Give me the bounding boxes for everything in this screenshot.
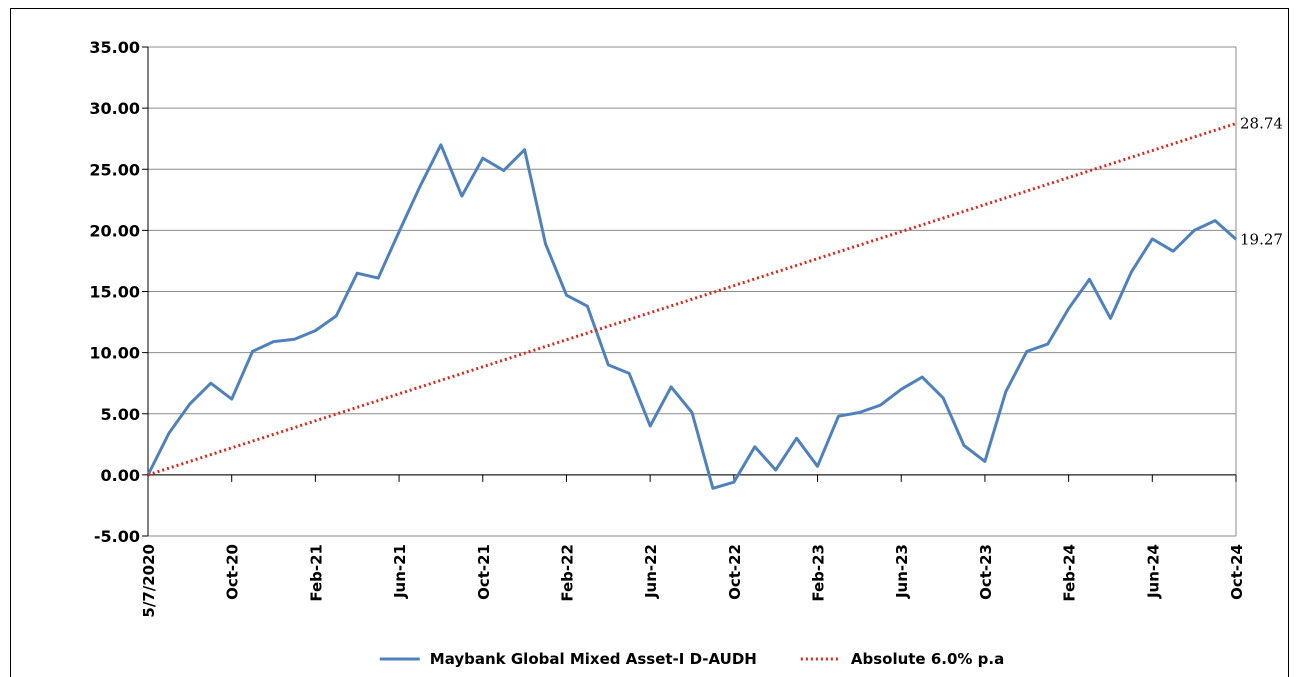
x-tick-label: Jun-24 <box>1144 544 1162 599</box>
x-tick-label: Jun-22 <box>642 544 660 599</box>
y-tick-label: 10.00 <box>89 344 140 363</box>
series-lines <box>146 122 1238 490</box>
x-tick-label: Jun-23 <box>893 544 911 599</box>
gridlines <box>148 46 1236 537</box>
x-tick-label: Oct-22 <box>726 544 744 600</box>
end-value-label: 19.27 <box>1240 230 1283 248</box>
y-tick-label: 25.00 <box>89 160 140 179</box>
y-tick-label: 35.00 <box>89 38 140 57</box>
axes <box>142 46 1237 537</box>
y-tick-label: 0.00 <box>101 466 140 485</box>
fund-performance-line <box>146 143 1238 490</box>
y-tick-label: 20.00 <box>89 221 140 240</box>
x-tick-label: Oct-23 <box>977 544 995 600</box>
chart-frame <box>10 8 1289 677</box>
legend-label: Absolute 6.0% p.a <box>851 650 1004 668</box>
y-tick-label: 5.00 <box>101 405 140 424</box>
x-tick-label: Feb-23 <box>810 544 828 602</box>
y-tick-label: 15.00 <box>89 283 140 302</box>
y-tick-label: -5.00 <box>94 527 140 546</box>
y-tick-label: 30.00 <box>89 99 140 118</box>
x-axis-ticks: 5/7/2020 Oct-20 Feb-21 Jun-21 Oct-21 Feb-22 Ju… <box>140 544 1246 618</box>
x-tick-label: Oct-24 <box>1228 544 1246 600</box>
legend-label: Maybank Global Mixed Asset-I D-AUDH <box>430 650 757 668</box>
x-tick-label: Oct-20 <box>224 544 242 600</box>
legend: Maybank Global Mixed Asset-I D-AUDH Absol… <box>379 650 1004 668</box>
x-tick-label: Oct-21 <box>475 544 493 600</box>
x-tick-label: Feb-21 <box>307 544 325 602</box>
y-axis-ticks: 35.00 30.00 25.00 20.00 15.00 10.00 5.00 0.00 -5… <box>89 38 140 546</box>
x-tick-label: Feb-22 <box>558 544 576 602</box>
end-labels: 19.27 28.74 <box>1240 115 1283 249</box>
end-value-label: 28.74 <box>1240 115 1283 133</box>
x-tick-label: 5/7/2020 <box>140 544 158 618</box>
x-tick-label: Feb-24 <box>1061 544 1079 602</box>
x-tick-label: Jun-21 <box>391 544 409 599</box>
benchmark-line <box>147 122 1237 477</box>
